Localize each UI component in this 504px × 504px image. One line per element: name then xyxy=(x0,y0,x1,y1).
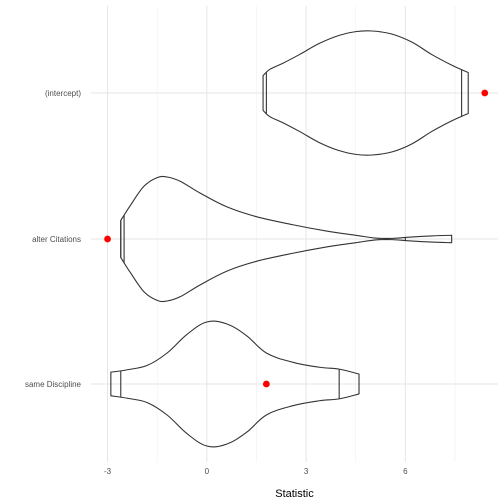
y-tick-label: (intercept) xyxy=(45,89,81,98)
violin-layer xyxy=(110,30,469,448)
x-axis-title: Statistic xyxy=(275,488,314,500)
violin-2 xyxy=(110,320,360,448)
x-axis-tick-labels: -3 0 3 6 xyxy=(104,467,408,476)
x-tick-label: 0 xyxy=(205,467,210,476)
y-tick-label: same Discipline xyxy=(25,380,82,389)
y-tick-label: alter Citations xyxy=(32,235,81,244)
x-tick-label: 3 xyxy=(304,467,309,476)
x-tick-label: 6 xyxy=(403,467,408,476)
observed-point xyxy=(104,235,111,243)
violin-1 xyxy=(120,175,453,303)
violin-0 xyxy=(262,30,469,156)
y-axis-tick-labels: (intercept) alter Citations same Disciplin… xyxy=(25,89,82,389)
x-tick-label: -3 xyxy=(104,467,112,476)
observed-points xyxy=(104,89,489,388)
grid-lines xyxy=(91,6,498,462)
observed-point xyxy=(262,380,270,388)
observed-point xyxy=(481,89,489,97)
